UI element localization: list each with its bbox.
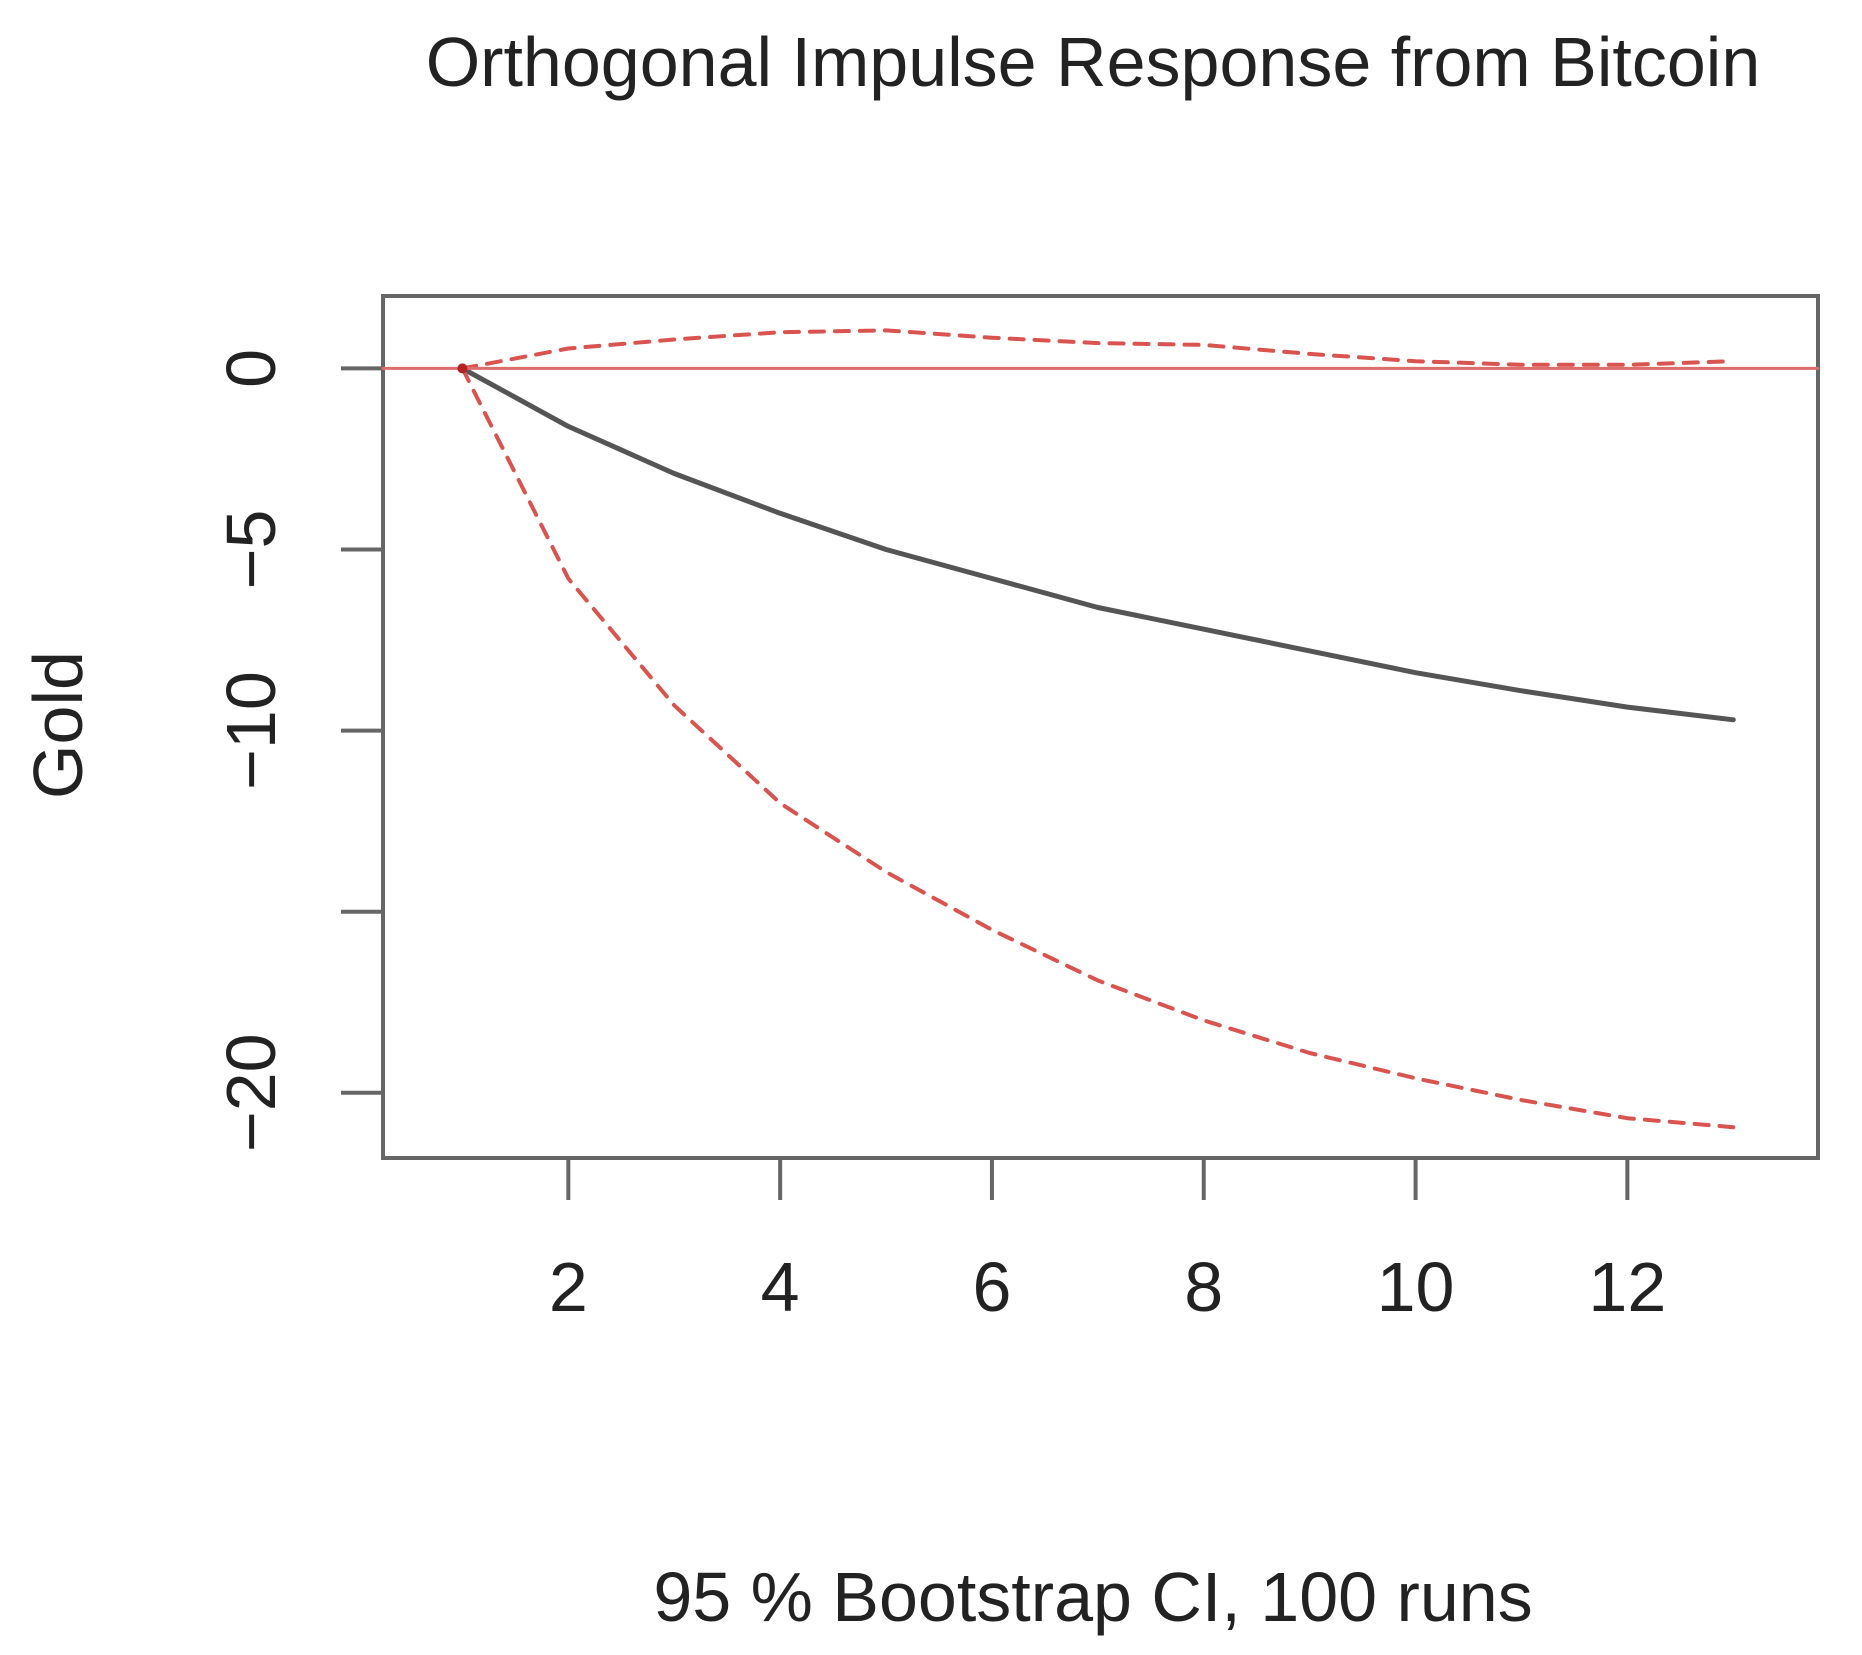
x-tick-label-10: 10 xyxy=(1377,1248,1455,1326)
y-axis-label: Gold xyxy=(19,651,97,799)
origin-point xyxy=(457,363,468,374)
series-line-upper xyxy=(460,328,1736,371)
x-tick-label-6: 6 xyxy=(972,1248,1011,1326)
series-line-lower xyxy=(460,366,1736,1130)
x-tick-label-4: 4 xyxy=(761,1248,800,1326)
x-tick-label-12: 12 xyxy=(1588,1248,1666,1326)
plot-frame xyxy=(381,294,1820,1160)
y-tick-label-0: 0 xyxy=(212,349,290,388)
y-tick-label-neg5: −5 xyxy=(212,510,290,590)
chart-title: Orthogonal Impulse Response from Bitcoin xyxy=(426,23,1761,101)
x-tick-label-2: 2 xyxy=(549,1248,588,1326)
chart-marks: 2 4 6 8 10 12 0 −5 −10 −20 xyxy=(212,294,1820,1326)
series-line-response xyxy=(459,365,1736,723)
y-tick-label-neg20: −20 xyxy=(212,1033,290,1152)
x-axis-label: 95 % Bootstrap CI, 100 runs xyxy=(653,1558,1532,1636)
x-tick-label-8: 8 xyxy=(1184,1248,1223,1326)
y-tick-label-neg10: −10 xyxy=(212,671,290,790)
